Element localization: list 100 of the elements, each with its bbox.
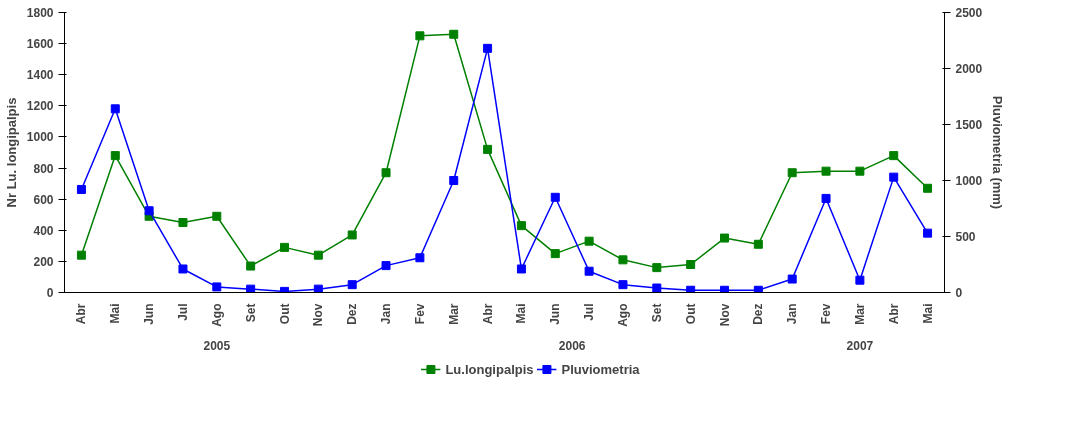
point <box>449 29 459 39</box>
point <box>212 282 222 292</box>
x-tick-label: Dez <box>751 303 766 325</box>
point <box>753 239 763 249</box>
point <box>720 285 729 293</box>
point <box>76 184 86 194</box>
x-tick-label: Jan <box>785 303 800 325</box>
point <box>584 236 594 246</box>
point <box>855 166 865 176</box>
x-tick-label: Abr <box>886 303 901 325</box>
y-tick-label: 800 <box>33 161 54 176</box>
point <box>415 253 425 263</box>
point <box>110 104 120 114</box>
x-tick-label: Fev <box>412 303 427 325</box>
point <box>753 285 763 293</box>
x-tick-label: Ago <box>615 303 630 327</box>
y2-tick-label: 2000 <box>955 62 983 76</box>
point <box>550 249 560 259</box>
point <box>618 280 628 290</box>
x-tick-label: Abr <box>480 303 495 325</box>
point <box>449 176 459 185</box>
y2-tick-label: 1000 <box>955 174 983 188</box>
point <box>76 250 86 260</box>
point <box>787 274 797 284</box>
point <box>686 260 696 269</box>
point <box>483 144 493 154</box>
text: 2005 <box>203 338 231 353</box>
y2-tick-label: 1500 <box>955 118 983 132</box>
y-tick-label: 1800 <box>26 6 54 20</box>
point <box>178 218 188 227</box>
point <box>686 285 696 293</box>
y-axis-title: Nr Lu. longipalpis <box>3 97 19 208</box>
point <box>347 280 357 290</box>
y-tick-label: 200 <box>33 254 54 269</box>
x-tick-label: Mar <box>852 303 867 325</box>
y2-axis-title: Pluviometria (mm) <box>990 95 1006 210</box>
x-tick-label: Dez <box>345 303 360 325</box>
y-tick-label: 0 <box>46 286 54 300</box>
point <box>584 266 594 276</box>
point <box>720 233 729 243</box>
point <box>652 283 662 293</box>
x-tick-label: Set <box>649 303 664 323</box>
y-tick-label: 600 <box>33 192 54 207</box>
point <box>415 31 425 41</box>
y-tick-label: 1000 <box>26 130 54 145</box>
point <box>889 151 899 161</box>
point <box>516 264 526 274</box>
x-tick-label: Mai <box>920 303 935 324</box>
x-tick-label: Nov <box>311 303 326 327</box>
x-tick-label: Jan <box>379 303 394 325</box>
point <box>483 43 493 53</box>
point <box>550 192 560 202</box>
legend-label: Pluviometria <box>561 361 640 377</box>
point <box>652 263 662 273</box>
x-tick-label: Jun <box>142 303 157 325</box>
point <box>178 264 188 274</box>
point <box>787 168 797 178</box>
point <box>855 275 865 285</box>
point <box>280 242 289 252</box>
point <box>923 183 933 193</box>
point <box>246 284 256 293</box>
point <box>618 255 628 265</box>
point <box>821 193 831 203</box>
point <box>889 172 899 182</box>
y-tick-label: 400 <box>33 223 54 238</box>
x-tick-label: Jun <box>548 303 563 325</box>
x-tick-label: Mai <box>514 303 529 324</box>
point <box>313 250 323 260</box>
x-tick-label: Mar <box>446 303 461 325</box>
x-tick-label: Ago <box>209 303 224 327</box>
x-tick-label: Out <box>277 303 292 325</box>
x-tick-label: Jul <box>175 303 190 321</box>
y-tick-label: 1400 <box>26 68 54 83</box>
point <box>821 166 831 176</box>
x-tick-label: Fev <box>819 303 834 325</box>
x-tick-label: Mai <box>108 303 123 324</box>
y-tick-label: 1200 <box>26 99 54 114</box>
point <box>144 206 154 216</box>
y2-tick-label: 0 <box>955 286 963 300</box>
y2-tick-label: 2500 <box>955 6 983 20</box>
point <box>313 284 323 293</box>
y2-tick-label: 500 <box>955 230 976 244</box>
x-tick-label: Nov <box>717 303 732 327</box>
point <box>246 261 256 271</box>
point <box>923 228 933 238</box>
y-tick-label: 1600 <box>26 37 54 52</box>
point <box>347 230 357 240</box>
point <box>110 151 120 161</box>
point <box>280 286 289 293</box>
x-tick-label: Abr <box>74 303 89 325</box>
point <box>381 261 391 271</box>
point <box>381 168 391 178</box>
legend-label: Lu.longipalpis <box>445 361 534 377</box>
point <box>212 211 222 221</box>
text: 2006 <box>558 338 586 353</box>
text: 2007 <box>846 338 874 353</box>
point <box>516 221 526 231</box>
x-tick-label: Set <box>243 303 258 323</box>
x-tick-label: Out <box>683 303 698 325</box>
x-tick-label: Jul <box>582 303 597 321</box>
